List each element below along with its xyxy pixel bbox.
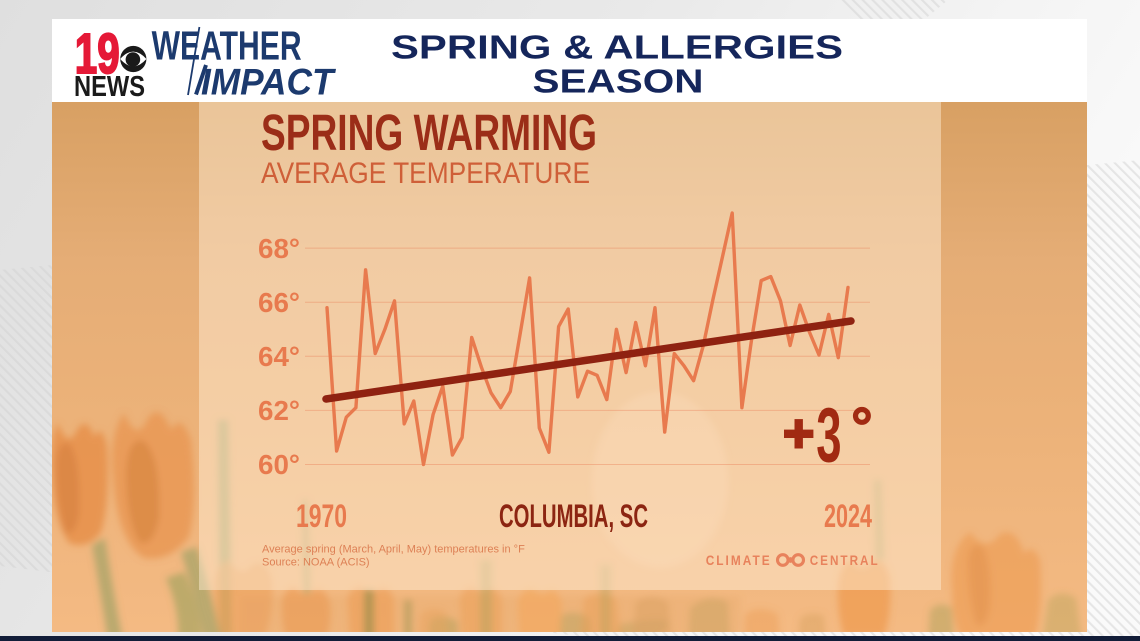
svg-text:Average spring (March, April,: Average spring (March, April, May) tempe… xyxy=(262,544,525,556)
svg-text:64°: 64° xyxy=(258,341,300,372)
svg-text:66°: 66° xyxy=(258,287,300,318)
svg-text:NEWS: NEWS xyxy=(74,71,145,103)
svg-text:62°: 62° xyxy=(258,395,300,426)
svg-text:AVERAGE TEMPERATURE: AVERAGE TEMPERATURE xyxy=(261,157,590,190)
svg-text:CENTRAL: CENTRAL xyxy=(810,552,880,568)
svg-text:60°: 60° xyxy=(258,449,300,480)
svg-text:SEASON: SEASON xyxy=(533,63,704,100)
svg-text:3: 3 xyxy=(816,393,841,479)
svg-text:SPRING WARMING: SPRING WARMING xyxy=(261,104,597,161)
svg-text:WEATHER: WEATHER xyxy=(152,23,302,69)
svg-text:1970: 1970 xyxy=(296,498,347,534)
svg-text:CLIMATE: CLIMATE xyxy=(706,552,772,568)
svg-text:19: 19 xyxy=(75,22,120,86)
svg-text:Source: NOAA (ACIS): Source: NOAA (ACIS) xyxy=(262,557,370,569)
svg-text:IMPACT: IMPACT xyxy=(201,62,337,103)
svg-text:SPRING & ALLERGIES: SPRING & ALLERGIES xyxy=(391,29,843,66)
svg-text:68°: 68° xyxy=(258,233,300,264)
svg-text:COLUMBIA, SC: COLUMBIA, SC xyxy=(499,498,648,534)
svg-text:2024: 2024 xyxy=(824,498,872,534)
